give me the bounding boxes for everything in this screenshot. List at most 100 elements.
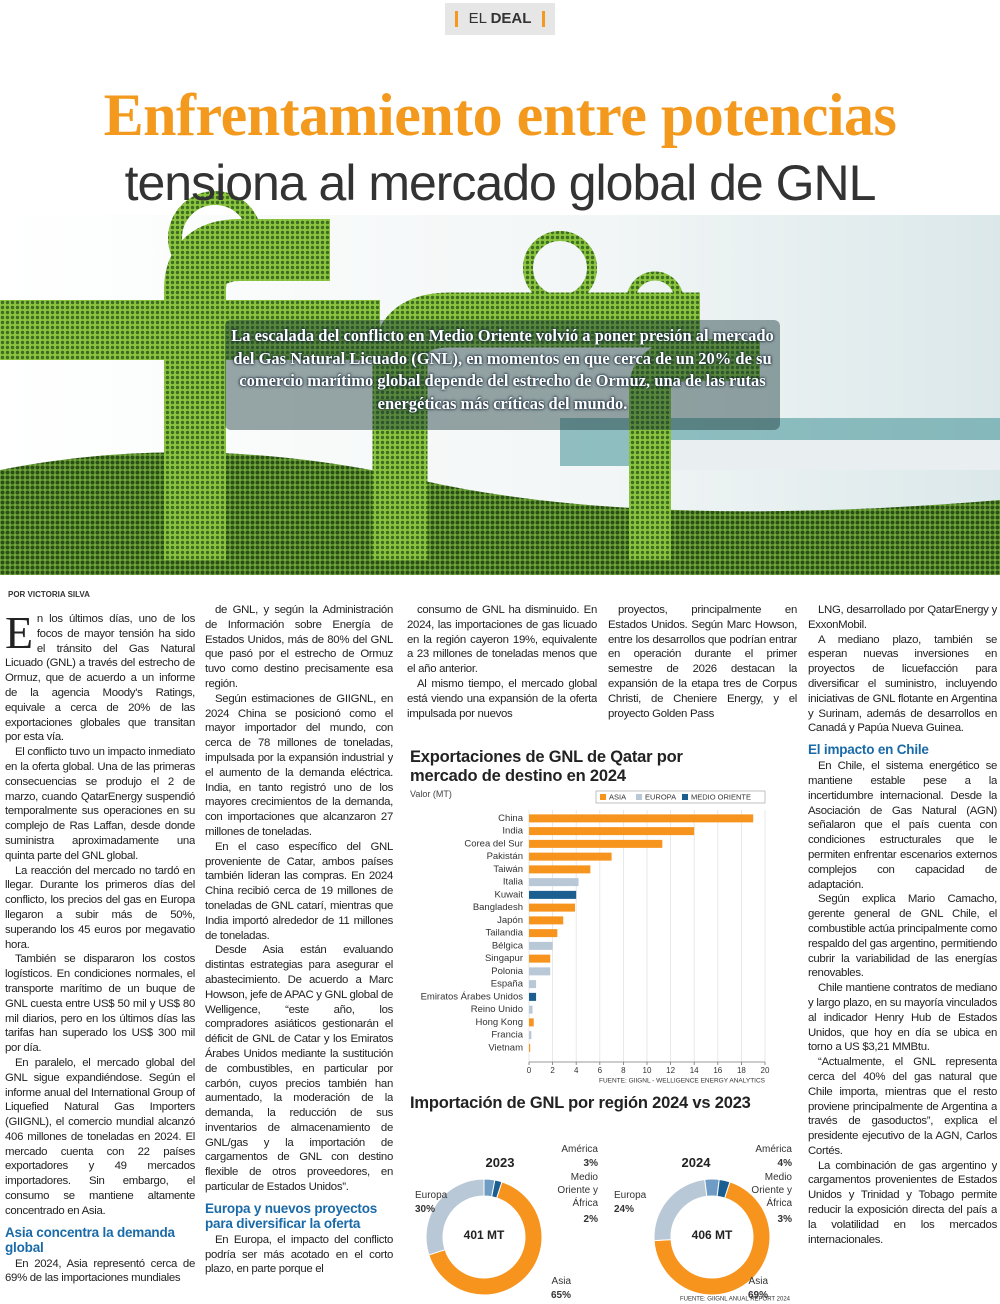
bar [529,890,577,899]
bar [529,916,564,925]
category-label: Tailandia [486,928,524,939]
chart-title: Exportaciones de GNL de Qatar por mercad… [410,748,683,785]
bar [529,1018,534,1027]
x-tick-label: 20 [761,1066,770,1075]
category-label: Hong Kong [475,1017,523,1028]
slice-label: Asia [748,1276,768,1287]
paragraph: La reacción del mercado no tardó en lleg… [5,864,195,951]
subheading: Europa y nuevos proyectos para diversifi… [205,1200,378,1231]
bar [529,852,612,861]
text-column: proyectos, principalmente en Estados Uni… [608,603,797,738]
category-label: Corea del Sur [464,838,523,849]
bar [529,992,537,1001]
paragraph: Desde Asia están evaluando distintas est… [205,944,393,1194]
slice-label: Medio Oriente y África [557,1172,598,1209]
category-label: Japón [497,915,523,926]
slice-value: 2% [583,1214,598,1225]
legend-label: MEDIO ORIENTE [691,792,751,801]
section-prefix: EL [468,10,487,27]
headline: Enfrentamiento entre potencias [103,82,897,148]
x-tick-label: 8 [621,1066,626,1075]
x-tick-label: 18 [737,1066,746,1075]
slice-label: Europa [614,1190,647,1201]
donut-slice [716,1178,731,1199]
x-tick-label: 16 [713,1066,722,1075]
section-tag: EL DEAL [445,3,555,35]
category-label: Polonia [491,966,523,977]
legend-swatch [636,794,642,800]
paragraph: En Chile, el sistema energético se manti… [808,760,997,891]
donut-total: 406 MT [691,1228,733,1242]
text-column: LNG, desarrollado por QatarEnergy y Exxo… [808,603,997,1298]
x-tick-label: 12 [666,1066,675,1075]
text-column: de GNL, y según la Administración de Inf… [205,603,393,1298]
bar [529,903,576,912]
headline-second: tensiona al mercado global de GNL [124,155,877,211]
paragraph: En paralelo, el mercado global del GNL s… [5,1056,195,1217]
category-label: Taiwán [493,864,523,875]
bar [529,878,579,887]
legend-swatch [600,794,606,800]
slice-value: 24% [614,1204,635,1215]
chart-title: Importación de GNL por región 2024 vs 20… [410,1094,751,1112]
category-label: Reino Unido [471,1004,523,1015]
bar [529,839,663,848]
chart-source: FUENTE: GIIGNL ANUAL REPORT 2024 [680,1297,791,1303]
bar [529,941,553,950]
chart-subtitle: Valor (MT) [410,789,452,799]
paragraph: La combinación de gas argentino y cargam… [808,1159,997,1246]
category-label: Singapur [485,953,523,964]
category-label: Vietnam [488,1042,523,1053]
slice-label: Medio Oriente y África [751,1172,792,1209]
category-label: Bangladesh [473,902,523,913]
category-label: Kuwait [494,889,523,900]
x-tick-label: 14 [690,1066,699,1075]
donut-slice [428,1181,543,1296]
bar [529,980,537,989]
subheading: El impacto en Chile [808,742,929,758]
bar [529,967,551,976]
x-tick-label: 2 [550,1066,555,1075]
slice-value: 69% [747,1290,768,1301]
donut-slice [653,1181,771,1296]
category-label: Francia [491,1030,523,1041]
slice-label: Europa [415,1190,448,1201]
paragraph: También se dispararon los costos logísti… [5,953,195,1055]
slice-value: 4% [777,1158,792,1169]
x-tick-label: 10 [643,1066,652,1075]
subheading: Asia concentra la demanda global [5,1224,175,1255]
donut-year: 2023 [485,1155,515,1170]
bar [529,954,551,963]
paragraph: proyectos, principalmente en Estados Uni… [608,604,797,720]
donut-total: 401 MT [463,1228,505,1242]
text-column: consumo de GNL ha disminuido. En 2024, l… [407,603,597,738]
paragraph: A mediano plazo, también se esperan nuev… [808,633,997,735]
bar [529,929,558,938]
paragraph: Según explica Mario Camacho, gerente gen… [808,893,997,980]
paragraph: consumo de GNL ha disminuido. En 2024, l… [407,604,597,676]
x-tick-label: 6 [598,1066,603,1075]
category-label: España [491,979,524,990]
paragraph: Al mismo tiempo, el mercado global está … [407,677,597,720]
text-column: En los últimos días, uno de los focos de… [5,612,195,1298]
paragraph: En los últimos días, uno de los focos de… [5,612,195,744]
legend-swatch [682,794,688,800]
legend-box [595,790,766,804]
bar [529,1005,533,1014]
paragraph: LNG, desarrollado por QatarEnergy y Exxo… [808,604,997,631]
x-tick-label: 0 [527,1066,532,1075]
chart-source: FUENTE: GIIGNL - WELLIGENCE ENERGY ANALY… [599,1078,766,1085]
paragraph: Chile mantiene contratos de mediano y la… [808,982,997,1054]
slice-value: 3% [777,1214,792,1225]
section-name: DEAL [490,10,532,27]
paragraph: En Europa, el impacto del conflicto podr… [205,1233,393,1276]
bar [529,827,695,836]
slice-value: 65% [550,1290,571,1301]
paragraph: En el caso específico del GNL provenient… [205,840,393,942]
slice-label: Asia [551,1276,571,1287]
donut-year: 2024 [681,1155,711,1170]
category-label: Emiratos Árabes Unidos [421,991,524,1002]
slice-label: América [755,1144,792,1155]
